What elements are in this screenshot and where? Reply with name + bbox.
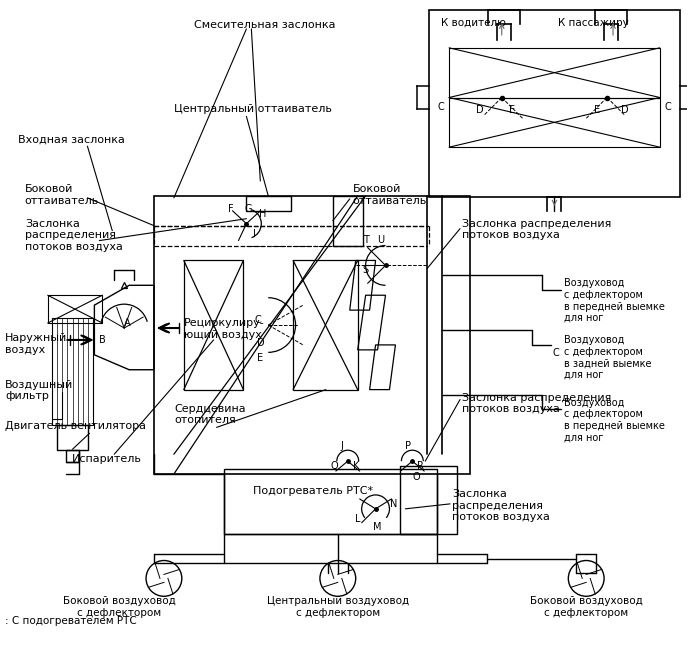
Text: Испаритель: Испаритель: [72, 454, 142, 464]
Bar: [333, 196, 363, 246]
Text: H: H: [258, 209, 266, 218]
Text: Двигатель вентилятора: Двигатель вентилятора: [5, 421, 146, 432]
Text: Заслонка
распределения
потоков воздуха: Заслонка распределения потоков воздуха: [452, 489, 550, 522]
Bar: [66, 450, 79, 462]
Text: A: A: [124, 318, 131, 328]
Text: D: D: [621, 106, 629, 116]
Text: Заслонка распределения
потоков воздуха: Заслонка распределения потоков воздуха: [462, 218, 612, 240]
Text: R: R: [417, 461, 424, 471]
Bar: [224, 534, 437, 564]
Text: Подогреватель РТС*: Подогреватель РТС*: [254, 486, 374, 496]
Text: T: T: [363, 234, 368, 245]
Bar: [449, 48, 660, 98]
Text: C: C: [438, 102, 444, 112]
Text: E: E: [594, 106, 600, 116]
Text: Боковой
оттаиватель: Боковой оттаиватель: [25, 184, 99, 205]
Bar: [52, 318, 93, 426]
Text: Воздуховод
с дефлектором
в передней выемке
для ног: Воздуховод с дефлектором в передней выем…: [565, 397, 665, 442]
Text: F: F: [228, 204, 234, 214]
Text: Q: Q: [330, 461, 338, 471]
Text: B: B: [99, 335, 106, 345]
Text: Смесительная заслонка: Смесительная заслонка: [193, 20, 335, 30]
Text: L: L: [355, 513, 361, 524]
Bar: [57, 426, 88, 450]
Text: Наружный
воздух: Наружный воздух: [5, 333, 67, 354]
Text: Воздушный
фильтр: Воздушный фильтр: [5, 379, 73, 401]
Text: U: U: [377, 234, 384, 245]
Text: S: S: [363, 265, 369, 275]
Text: К пассажиру: К пассажиру: [558, 18, 629, 28]
Text: Воздуховод
с дефлектором
в задней выемке
для ног: Воздуховод с дефлектором в задней выемке…: [565, 335, 652, 380]
Text: Центральный оттаиватель: Центральный оттаиватель: [174, 104, 332, 114]
Text: E: E: [257, 353, 263, 363]
Text: Заслонка распределения
потоков воздуха: Заслонка распределения потоков воздуха: [462, 393, 612, 414]
Bar: [184, 261, 243, 389]
Bar: [154, 196, 470, 474]
Text: К водителю: К водителю: [442, 18, 507, 28]
Text: K: K: [352, 461, 359, 471]
Text: Рециркулиру-
ющий воздух: Рециркулиру- ющий воздух: [184, 318, 265, 340]
Bar: [429, 10, 680, 197]
Bar: [400, 466, 457, 534]
Bar: [293, 261, 358, 389]
Text: G: G: [245, 204, 252, 214]
Text: D: D: [256, 338, 264, 348]
Text: N: N: [390, 499, 397, 509]
Text: E: E: [509, 106, 515, 116]
Text: C: C: [255, 315, 262, 325]
Text: Боковой воздуховод
с дефлектором: Боковой воздуховод с дефлектором: [530, 596, 643, 618]
Bar: [247, 196, 291, 211]
Bar: [224, 469, 437, 534]
Text: I: I: [253, 228, 256, 239]
Text: J: J: [341, 442, 343, 451]
Text: C: C: [552, 348, 559, 358]
Text: Входная заслонка: Входная заслонка: [18, 134, 125, 145]
Text: O: O: [413, 472, 420, 482]
Text: M: M: [373, 521, 382, 532]
Text: Боковой
оттаиватель: Боковой оттаиватель: [352, 184, 427, 205]
Text: D: D: [476, 106, 484, 116]
Text: Боковой воздуховод
с дефлектором: Боковой воздуховод с дефлектором: [63, 596, 176, 618]
Text: : С подогревателем РТС: : С подогревателем РТС: [5, 616, 137, 626]
Text: Центральный воздуховод
с дефлектором: Центральный воздуховод с дефлектором: [267, 596, 409, 618]
Text: Заслонка
распределения
потоков воздуха: Заслонка распределения потоков воздуха: [25, 218, 123, 252]
Bar: [449, 98, 660, 147]
Text: Воздуховод
с дефлектором
в передней выемке
для ног: Воздуховод с дефлектором в передней выем…: [565, 279, 665, 323]
Text: P: P: [406, 442, 411, 451]
Bar: [48, 295, 102, 323]
Text: C: C: [664, 102, 671, 112]
Text: Сердцевина
отопителя: Сердцевина отопителя: [174, 404, 245, 425]
